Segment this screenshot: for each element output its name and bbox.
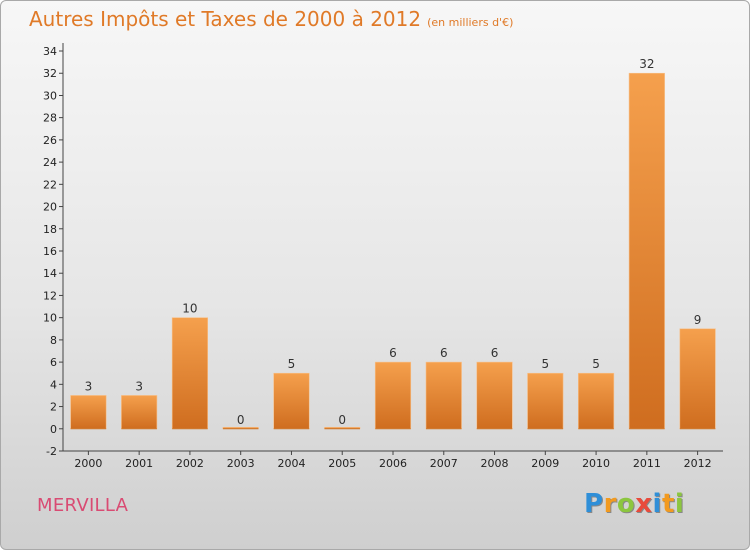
data-label: 5: [288, 357, 296, 371]
x-tick-label: 2007: [430, 457, 458, 470]
y-tick-label: 30: [43, 89, 57, 102]
chart-title-text: Autres Impôts et Taxes de 2000 à 2012: [29, 7, 422, 31]
x-tick-label: 2001: [125, 457, 153, 470]
data-label: 5: [541, 357, 549, 371]
logo-letter: P: [584, 489, 604, 519]
logo-letter: i: [674, 489, 685, 519]
bar: [171, 317, 208, 430]
x-tick-label: 2005: [328, 457, 356, 470]
y-tick-label: 2: [50, 401, 57, 414]
y-tick-label: 22: [43, 178, 57, 191]
y-tick-label: 14: [43, 267, 57, 280]
bar: [679, 328, 716, 430]
x-tick-label: 2008: [481, 457, 509, 470]
logo-letter: o: [616, 489, 636, 519]
logo-letter: i: [652, 489, 662, 519]
data-label: 0: [338, 413, 346, 427]
data-label: 6: [440, 346, 448, 360]
y-tick-label: 24: [43, 156, 57, 169]
data-label: 9: [694, 313, 702, 327]
y-tick-label: 26: [43, 134, 57, 147]
bar: [628, 72, 665, 430]
y-tick-label: 28: [43, 112, 57, 125]
x-tick-label: 2011: [633, 457, 661, 470]
bar: [121, 395, 158, 430]
data-label: 3: [85, 379, 93, 393]
chart-title: Autres Impôts et Taxes de 2000 à 2012 (en…: [29, 7, 513, 31]
y-tick-label: 34: [43, 45, 57, 58]
proxiti-logo: Proxiti: [584, 489, 684, 519]
logo-letter: r: [603, 489, 617, 519]
bar: [273, 372, 310, 430]
commune-name: MERVILLA: [37, 495, 129, 516]
y-tick-label: 18: [43, 223, 57, 236]
x-tick-label: 2012: [684, 457, 712, 470]
y-tick-label: 4: [50, 378, 57, 391]
chart-subtitle: (en milliers d'€): [427, 16, 514, 29]
bar: [476, 361, 513, 430]
y-tick-label: 6: [50, 356, 57, 369]
bar: [374, 361, 412, 430]
logo-letter: t: [661, 489, 675, 519]
y-tick-label: 8: [50, 334, 57, 347]
y-tick-label: 20: [43, 201, 57, 214]
data-label: 6: [491, 346, 499, 360]
y-tick-label: 0: [50, 423, 57, 436]
x-tick-label: 2009: [531, 457, 559, 470]
y-tick-label: -2: [46, 445, 57, 458]
bar: [425, 361, 462, 430]
x-tick-label: 2003: [227, 457, 255, 470]
bar: [70, 395, 107, 430]
data-label: 6: [389, 346, 397, 360]
data-label: 32: [639, 57, 654, 71]
data-label: 0: [237, 413, 245, 427]
x-tick-label: 2010: [582, 457, 610, 470]
x-tick-label: 2000: [74, 457, 102, 470]
data-label: 5: [592, 357, 600, 371]
x-tick-label: 2004: [277, 457, 305, 470]
y-tick-label: 10: [43, 312, 57, 325]
data-label: 10: [182, 302, 197, 316]
y-tick-label: 32: [43, 67, 57, 80]
y-tick-label: 16: [43, 245, 57, 258]
x-tick-label: 2006: [379, 457, 407, 470]
bar: [578, 372, 615, 430]
logo-letter: x: [635, 489, 653, 519]
x-tick-label: 2002: [176, 457, 204, 470]
bar: [527, 372, 564, 430]
data-label: 3: [135, 379, 143, 393]
y-tick-label: 12: [43, 289, 57, 302]
